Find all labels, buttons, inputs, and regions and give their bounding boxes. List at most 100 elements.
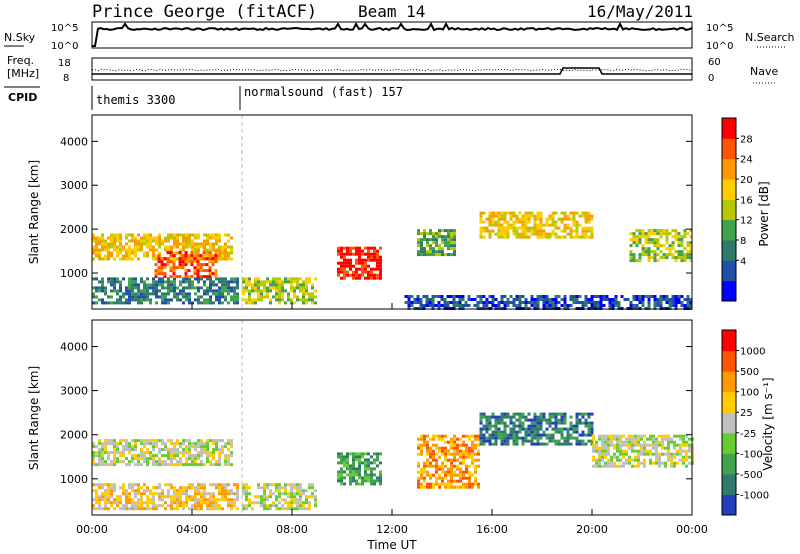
- scatter-cell: [539, 229, 543, 233]
- scatter-cell: [364, 476, 367, 480]
- scatter-cell: [662, 244, 666, 248]
- velocity-cbar-label: Velocity [m s⁻¹]: [761, 377, 775, 470]
- scatter-cell: [647, 256, 651, 260]
- scatter-cell: [191, 507, 194, 511]
- scatter-cell: [521, 217, 525, 221]
- scatter-cell: [604, 434, 607, 438]
- scatter-cell: [233, 483, 236, 487]
- scatter-cell: [438, 455, 441, 459]
- scatter-cell: [185, 242, 188, 246]
- scatter-cell: [665, 301, 669, 304]
- scatter-cell: [404, 301, 408, 304]
- scatter-cell: [200, 498, 203, 502]
- scatter-cell: [462, 452, 465, 456]
- scatter-cell: [638, 295, 642, 298]
- scatter-cell: [343, 276, 346, 280]
- scatter-cell: [185, 295, 188, 299]
- scatter-cell: [248, 486, 251, 490]
- scatter-cell: [154, 263, 158, 267]
- scatter-cell: [667, 440, 670, 444]
- scatter-cell: [634, 440, 637, 444]
- scatter-cell: [474, 437, 477, 441]
- scatter-cell: [98, 483, 101, 487]
- scatter-cell: [539, 424, 543, 428]
- scatter-cell: [450, 232, 453, 236]
- scatter-cell: [632, 304, 636, 307]
- scatter-cell: [92, 460, 95, 464]
- scatter-cell: [595, 446, 598, 450]
- scatter-cell: [230, 504, 233, 508]
- scatter-cell: [572, 298, 576, 301]
- scatter-cell: [689, 253, 693, 257]
- scatter-cell: [242, 489, 245, 493]
- scatter-cell: [566, 214, 570, 218]
- scatter-cell: [149, 236, 152, 240]
- scatter-cell: [143, 507, 146, 511]
- scatter-cell: [221, 445, 224, 449]
- nsearch-label: N.Search: [745, 31, 795, 44]
- scatter-cell: [551, 229, 555, 233]
- scatter-cell: [622, 452, 625, 456]
- scatter-cell: [575, 427, 579, 431]
- scatter-cell: [218, 492, 221, 496]
- scatter-cell: [628, 434, 631, 438]
- scatter-cell: [95, 451, 98, 455]
- scatter-cell: [188, 233, 191, 237]
- scatter-cell: [629, 259, 633, 263]
- scatter-cell: [152, 454, 155, 458]
- scatter-cell: [367, 464, 370, 468]
- scatter-cell: [444, 434, 447, 438]
- scatter-cell: [554, 418, 558, 422]
- scatter-cell: [284, 486, 287, 490]
- scatter-cell: [197, 301, 200, 305]
- scatter-cell: [361, 476, 364, 480]
- scatter-cell: [671, 247, 675, 251]
- scatter-cell: [358, 458, 361, 462]
- scatter-cell: [560, 304, 564, 307]
- scatter-cell: [581, 442, 585, 446]
- scatter-cell: [98, 451, 101, 455]
- scatter-cell: [296, 507, 299, 511]
- scatter-cell: [473, 298, 477, 301]
- scatter-cell: [143, 236, 146, 240]
- scatter-cell: [203, 242, 206, 246]
- scatter-cell: [447, 238, 450, 242]
- scatter-cell: [209, 492, 212, 496]
- scatter-cell: [197, 457, 200, 461]
- scatter-cell: [203, 445, 206, 449]
- scatter-cell: [503, 442, 507, 446]
- scatter-cell: [164, 445, 167, 449]
- scatter-cell: [417, 446, 420, 450]
- scatter-cell: [584, 235, 588, 239]
- scatter-cell: [420, 449, 423, 453]
- scatter-cell: [137, 289, 140, 293]
- scatter-cell: [673, 461, 676, 465]
- scatter-cell: [245, 280, 248, 284]
- scatter-cell: [634, 434, 637, 438]
- scatter-cell: [343, 264, 346, 268]
- scatter-cell: [92, 483, 95, 487]
- scatter-cell: [488, 415, 492, 419]
- scatter-cell: [346, 270, 349, 274]
- scatter-cell: [500, 226, 504, 230]
- scatter-cell: [420, 434, 423, 438]
- scatter-cell: [314, 301, 317, 305]
- scatter-cell: [137, 295, 140, 299]
- scatter-cell: [373, 482, 376, 486]
- scatter-cell: [673, 455, 676, 459]
- scatter-cell: [188, 277, 191, 281]
- scatter-cell: [524, 298, 528, 301]
- scatter-cell: [491, 211, 495, 215]
- scatter-cell: [245, 498, 248, 502]
- scatter-cell: [435, 241, 438, 245]
- scatter-cell: [143, 492, 146, 496]
- scatter-cell: [254, 501, 257, 505]
- scatter-cell: [461, 295, 465, 298]
- scatter-cell: [230, 286, 233, 290]
- scatter-cell: [275, 489, 278, 493]
- scatter-cell: [548, 421, 552, 425]
- scatter-cell: [584, 217, 588, 221]
- scatter-cell: [447, 244, 450, 248]
- scatter-cell: [224, 280, 227, 284]
- scatter-cell: [479, 412, 483, 416]
